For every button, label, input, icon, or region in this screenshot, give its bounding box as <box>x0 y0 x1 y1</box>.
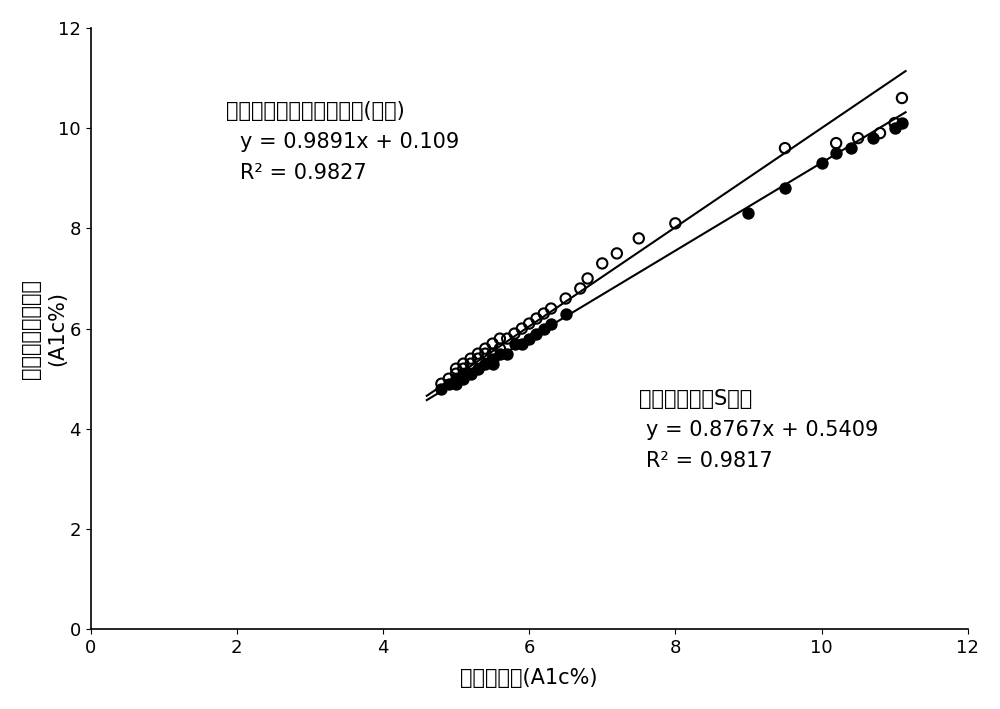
Point <box>492 343 508 354</box>
Point <box>894 118 910 129</box>
Point <box>543 303 559 314</box>
Point <box>631 233 647 244</box>
Point <box>843 143 859 154</box>
Point <box>448 378 464 389</box>
Point <box>499 333 515 345</box>
Text: 不含异常血红蛋白的检体(空心): 不含异常血红蛋白的检体(空心) <box>226 101 405 121</box>
Point <box>485 348 501 359</box>
Y-axis label: 阳离子交换色谱法
(A1c%): 阳离子交换色谱法 (A1c%) <box>21 279 67 379</box>
Point <box>580 273 596 284</box>
Text: y = 0.8767x + 0.5409: y = 0.8767x + 0.5409 <box>646 420 878 440</box>
Point <box>514 338 530 350</box>
Text: R² = 0.9827: R² = 0.9827 <box>240 162 367 183</box>
Point <box>448 368 464 379</box>
Point <box>485 353 501 364</box>
Point <box>828 147 844 159</box>
Point <box>814 157 830 169</box>
Point <box>463 358 479 369</box>
Text: R² = 0.9817: R² = 0.9817 <box>646 451 773 471</box>
Point <box>558 308 574 319</box>
Point <box>828 138 844 149</box>
Point <box>740 208 756 219</box>
Point <box>887 118 903 129</box>
Point <box>441 373 457 384</box>
Point <box>558 293 574 304</box>
Point <box>528 328 544 340</box>
Point <box>485 338 501 350</box>
Point <box>477 358 493 369</box>
Point <box>894 92 910 104</box>
Point <box>850 133 866 144</box>
Point <box>536 308 552 319</box>
Point <box>477 343 493 354</box>
Point <box>463 368 479 379</box>
Point <box>463 353 479 364</box>
Point <box>470 353 486 364</box>
Point <box>470 363 486 374</box>
Point <box>521 333 537 345</box>
Point <box>887 123 903 134</box>
Point <box>777 143 793 154</box>
Point <box>499 348 515 359</box>
Point <box>865 133 881 144</box>
Text: 异常血红蛋白S检体: 异常血红蛋白S检体 <box>639 389 752 408</box>
Point <box>455 358 471 369</box>
Point <box>521 318 537 329</box>
Point <box>492 333 508 345</box>
Point <box>514 323 530 334</box>
Point <box>441 378 457 389</box>
Point <box>507 338 523 350</box>
Text: y = 0.9891x + 0.109: y = 0.9891x + 0.109 <box>240 132 460 152</box>
Point <box>667 218 683 229</box>
Point <box>528 313 544 324</box>
Point <box>492 348 508 359</box>
Point <box>872 128 888 139</box>
Point <box>455 373 471 384</box>
Point <box>448 373 464 384</box>
X-axis label: 亲和色谱法(A1c%): 亲和色谱法(A1c%) <box>460 668 598 688</box>
Point <box>433 383 449 394</box>
Point <box>448 363 464 374</box>
Point <box>485 358 501 369</box>
Point <box>594 258 610 269</box>
Point <box>455 368 471 379</box>
Point <box>455 363 471 374</box>
Point <box>536 323 552 334</box>
Point <box>470 348 486 359</box>
Point <box>609 247 625 259</box>
Point <box>507 328 523 340</box>
Point <box>572 283 588 294</box>
Point <box>477 348 493 359</box>
Point <box>543 318 559 329</box>
Point <box>433 378 449 389</box>
Point <box>777 182 793 194</box>
